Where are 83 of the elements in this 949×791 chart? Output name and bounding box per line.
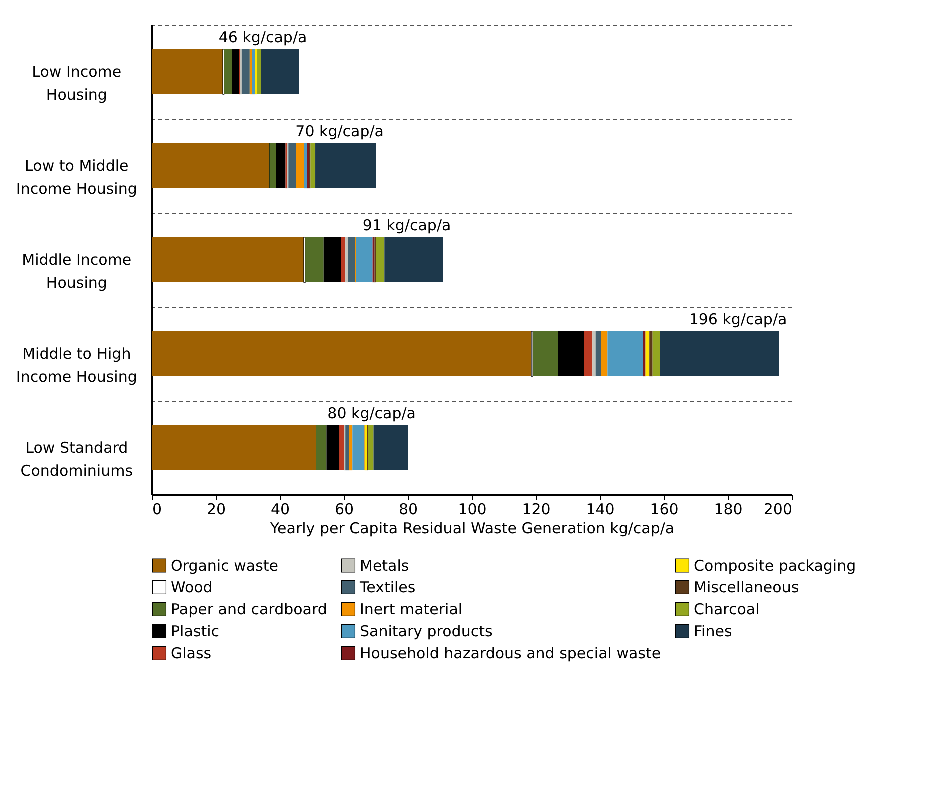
bar	[349, 425, 353, 471]
bar	[368, 425, 374, 471]
legend-label: Composite packaging	[694, 556, 856, 575]
y-tick-label: Low Income Housing	[32, 63, 122, 104]
y-tick-label: Low to Middle Income Housing	[16, 157, 138, 198]
bar	[296, 143, 304, 189]
legend-label: Miscellaneous	[694, 578, 800, 596]
bar	[242, 49, 250, 95]
bar	[152, 143, 270, 189]
x-tick-label: 180	[714, 500, 743, 518]
total-label: 80 kg/cap/a	[328, 404, 416, 422]
bar	[288, 143, 296, 189]
bar	[348, 237, 356, 283]
bar	[304, 143, 308, 189]
bar	[643, 331, 646, 377]
legend-label: Paper and cardboard	[171, 600, 328, 618]
bar	[252, 49, 256, 95]
bar	[276, 143, 286, 189]
bar	[356, 237, 373, 283]
y-tick-label: Middle Income Housing	[22, 251, 132, 292]
bar	[316, 425, 327, 471]
bar	[596, 331, 602, 377]
legend-label: Inert material	[360, 600, 463, 618]
total-label: 196 kg/cap/a	[689, 310, 788, 328]
x-tick-label: 40	[270, 500, 290, 518]
legend-label: Glass	[171, 644, 212, 662]
legend-label: Textiles	[359, 578, 416, 596]
bar	[326, 425, 340, 471]
bar	[232, 49, 240, 95]
legend-label: Sanitary products	[360, 622, 493, 640]
x-tick-label: 120	[522, 500, 551, 518]
x-axis-title: Yearly per Capita Residual Waste Generation kg/cap/a	[269, 520, 675, 538]
bar	[324, 237, 342, 283]
bar	[384, 237, 444, 283]
total-label: 91 kg/cap/a	[362, 216, 452, 234]
legend-label: Charcoal	[694, 600, 760, 618]
legend-label: Metals	[360, 556, 410, 575]
total-label: 70 kg/cap/a	[296, 122, 384, 140]
bar	[250, 49, 252, 95]
bar	[316, 143, 376, 189]
bar	[584, 331, 593, 377]
bar	[374, 425, 408, 471]
bar	[660, 331, 780, 377]
bar	[533, 331, 558, 377]
x-tick-label: 140	[586, 500, 615, 518]
x-tick-label: 0	[152, 500, 162, 518]
x-tick-label: 20	[206, 500, 226, 518]
bar	[152, 425, 316, 471]
bar	[592, 331, 596, 377]
x-tick-label: 80	[398, 500, 418, 518]
bar	[376, 237, 385, 283]
bar	[646, 331, 650, 377]
bar	[608, 331, 644, 377]
bar	[352, 425, 364, 471]
total-label: 46 kg/cap/a	[218, 28, 308, 46]
legend-label: Plastic	[171, 622, 220, 640]
bar	[306, 237, 324, 283]
bar	[310, 143, 316, 189]
bar	[652, 331, 660, 377]
x-tick-label: 60	[334, 500, 354, 518]
bar	[257, 49, 262, 95]
bar	[224, 49, 232, 95]
bar	[270, 143, 276, 189]
bar	[339, 425, 344, 471]
x-tick-label: 100	[458, 500, 487, 518]
bar	[346, 425, 350, 471]
legend-label: Wood	[171, 578, 213, 596]
bar	[601, 331, 608, 377]
bar	[558, 331, 584, 377]
legend-label: Organic waste	[171, 556, 278, 575]
bar	[346, 237, 348, 283]
bar	[152, 49, 224, 95]
legend-label: Household hazardous and special waste	[360, 644, 662, 662]
bar	[152, 237, 304, 283]
bar	[152, 331, 532, 377]
x-tick-label: 160	[650, 500, 679, 518]
bar	[341, 237, 346, 283]
bar	[650, 331, 653, 377]
x-tick-label: 200	[764, 500, 792, 518]
bar	[261, 49, 300, 95]
y-tick-label: Middle to High Income Housing	[16, 345, 138, 386]
y-tick-label: Low Standard Condominiums	[20, 439, 134, 480]
legend-label: Fines	[694, 622, 732, 640]
